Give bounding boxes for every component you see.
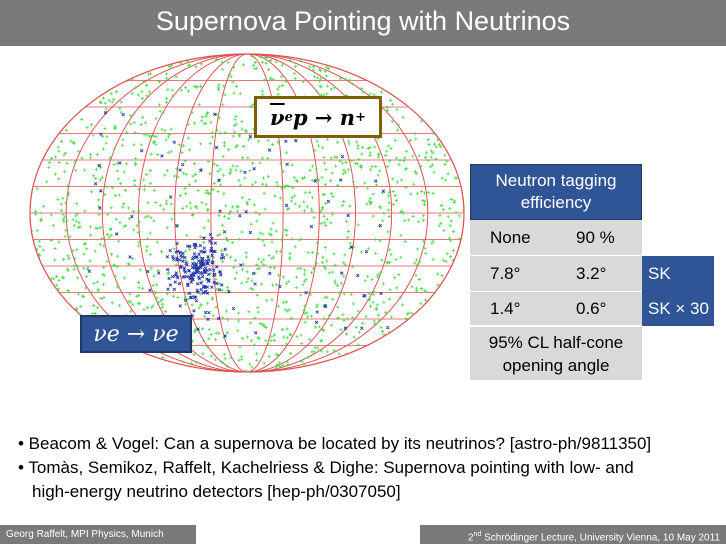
scattering-formula-box: νe → νe: [80, 315, 192, 353]
blue-markers: [87, 110, 390, 338]
title-bar: [0, 0, 726, 46]
footer-ordinal: 2: [467, 532, 474, 544]
reference-list: • Beacom & Vogel: Can a supernova be loc…: [18, 432, 718, 504]
formula-subscript: e: [284, 109, 293, 125]
scattering-formula: νe → νe: [93, 321, 179, 347]
cell-sk-none: 7.8°: [470, 256, 556, 292]
cell-sk-90: 3.2°: [556, 256, 642, 292]
row-label-sk30: SK × 30: [642, 292, 714, 326]
footer-ordinal-suffix: nd: [473, 531, 482, 538]
footer-lecture-text: Schrödinger Lecture, University Vienna, …: [481, 532, 720, 544]
reference-2: • Tomàs, Semikoz, Raffelt, Kachelriess &…: [18, 458, 634, 477]
slide-title: Supernova Pointing with Neutrinos: [155, 6, 571, 36]
table-header: Neutron tagging efficiency: [470, 164, 642, 220]
sky-outline: [29, 53, 465, 373]
footer-lecture: 2nd Schrödinger Lecture, University Vien…: [420, 525, 726, 544]
formula-superscript: +: [355, 109, 366, 125]
col-none: None: [470, 220, 556, 256]
col-90: 90 %: [556, 220, 642, 256]
table-note: 95% CL half-cone opening angle: [470, 326, 642, 380]
formula-rest: p → n: [292, 104, 356, 130]
reference-1: • Beacom & Vogel: Can a supernova be loc…: [18, 434, 652, 453]
blue-event-markers: [87, 110, 390, 338]
row-label-sk: SK: [642, 256, 714, 292]
cell-sk30-none: 1.4°: [470, 292, 556, 326]
reference-2-cont: high-energy neutrino detectors [hep-ph/0…: [32, 482, 401, 501]
antineutrino-symbol: ν: [270, 104, 285, 130]
sky-map: [29, 53, 465, 373]
cell-sk30-90: 0.6°: [556, 292, 642, 326]
footer-author: Georg Raffelt, MPI Physics, Munich: [0, 525, 196, 544]
